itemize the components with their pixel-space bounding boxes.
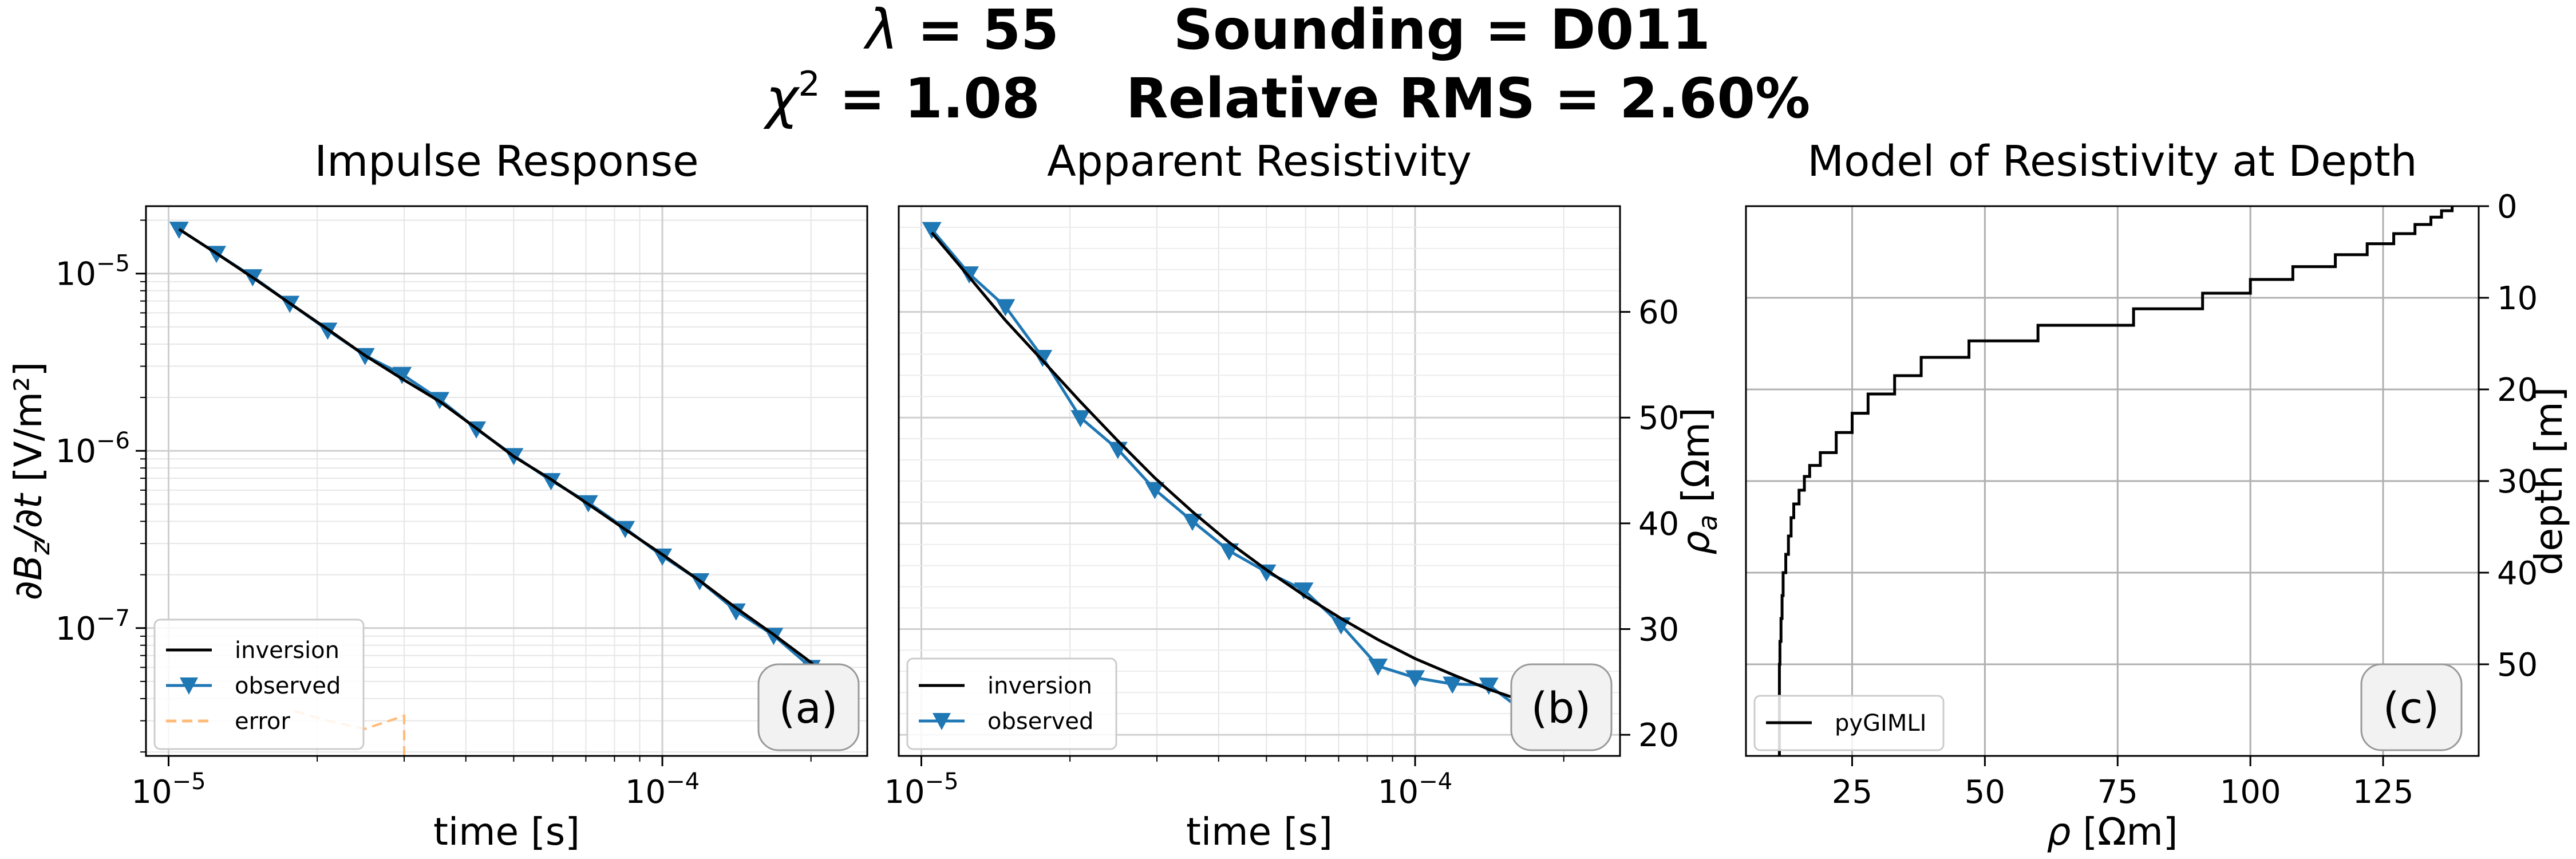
observed-point	[1183, 514, 1203, 531]
y-tick-label: 30	[2497, 463, 2538, 501]
panel-c-ticks: 25 50 75 100 125 0 10 20 30 40 50	[1832, 188, 2538, 811]
x-tick-label: 10−5	[884, 769, 958, 811]
inversion-line	[930, 231, 1594, 726]
observed-point	[1443, 676, 1463, 694]
panel-a-label-box: (a)	[757, 663, 860, 751]
panel-c-series	[1777, 206, 2454, 756]
panel-b-ylabel: ρa [Ωm]	[1674, 407, 1723, 554]
observed-point	[1294, 582, 1314, 600]
x-tick-label: 25	[1832, 774, 1872, 811]
error-line	[294, 710, 406, 756]
panel-c-letter: (c)	[2383, 684, 2439, 733]
inversion-line	[178, 228, 842, 692]
observed-point	[1070, 410, 1091, 428]
panel-b-frame	[898, 205, 1621, 757]
panel-a-frame	[145, 205, 868, 757]
y-tick-label: 10−5	[56, 251, 130, 293]
y-tick-label: 20	[2497, 372, 2538, 409]
legend-c-pygimli: pyGIMLI	[1835, 710, 1926, 736]
panel-b-label-box: (b)	[1510, 663, 1613, 751]
legend-b-observed: observed	[987, 708, 1093, 735]
sounding-label: Sounding	[1174, 0, 1465, 62]
legend-b-inversion: inversion	[987, 673, 1092, 699]
panel-c-title: Model of Resistivity at Depth	[1807, 137, 2417, 186]
observed-point	[1405, 670, 1425, 688]
lambda-value: 55	[982, 0, 1059, 62]
legend-observed-marker	[180, 677, 198, 695]
lambda-symbol: λ	[863, 0, 898, 62]
panel-impulse-response: Impulse Response 10−5 10−4 10−5 10−6 10−7 ti…	[6, 137, 868, 854]
observed-point	[922, 222, 942, 239]
panel-b-xlabel: time [s]	[1186, 810, 1333, 854]
y-tick-label: 10	[2497, 280, 2538, 317]
panel-model-depth: Model of Resistivity at Depth 25 50 75 100 1…	[1745, 137, 2571, 854]
chi-value: 1.08	[904, 66, 1040, 131]
panel-c-legend: pyGIMLI	[1753, 695, 1945, 751]
y-tick-label: 40	[1638, 506, 1679, 543]
x-tick-label: 10−5	[131, 769, 206, 811]
observed-point	[995, 299, 1016, 317]
y-tick-label: 30	[1638, 611, 1679, 648]
x-tick-label: 75	[2097, 774, 2138, 811]
chi-superscript: 2	[798, 64, 820, 104]
panel-b-ticks: 10−5 10−4 20 30 40 50 60	[884, 294, 1679, 811]
panel-c-ylabel: depth [m]	[2527, 387, 2571, 576]
y-tick-label: 10−7	[56, 605, 130, 648]
observed-point	[1145, 482, 1165, 499]
panel-a-ticks: 10−5 10−4 10−5 10−6 10−7	[56, 219, 812, 811]
legend-a-error: error	[235, 708, 290, 735]
panel-a-xlabel: time [s]	[433, 810, 580, 854]
y-tick-label: 60	[1638, 294, 1679, 332]
panel-b-legend: inversion observed	[906, 657, 1117, 750]
sounding-value: D011	[1550, 0, 1710, 62]
x-tick-label: 100	[2220, 774, 2281, 811]
y-tick-label: 10−6	[56, 428, 130, 470]
observed-point	[726, 603, 746, 621]
panel-c-xlabel: ρ [Ωm]	[2046, 810, 2178, 854]
rms-value: 2.60%	[1619, 66, 1810, 131]
observed-point	[1368, 659, 1388, 676]
observed-point	[1257, 564, 1277, 582]
panel-a-title: Impulse Response	[314, 137, 698, 186]
legend-a-inversion: inversion	[235, 637, 339, 664]
pygimli-step-line	[1777, 206, 2454, 756]
x-tick-label: 50	[1965, 774, 2005, 811]
panel-c-label-box: (c)	[2360, 663, 2463, 751]
chi-symbol: χ	[763, 66, 800, 131]
observed-point	[1479, 677, 1499, 695]
x-tick-label: 10−4	[625, 769, 700, 811]
x-tick-label: 125	[2353, 774, 2414, 811]
legend-b-observed-marker	[933, 713, 951, 730]
x-tick-label: 10−4	[1378, 769, 1452, 811]
suptitle-line-1: λ = 55 Sounding = D011	[863, 0, 1710, 62]
y-tick-label: 50	[1638, 400, 1679, 437]
y-tick-label: 40	[2497, 555, 2538, 592]
y-tick-label: 50	[2497, 647, 2538, 684]
panel-a-letter: (a)	[779, 684, 837, 733]
panel-b-letter: (b)	[1531, 684, 1591, 733]
panel-a-series	[169, 222, 851, 756]
panel-b-grid	[899, 206, 1620, 756]
legend-a-observed: observed	[235, 673, 341, 699]
rms-label: Relative RMS	[1126, 66, 1535, 131]
panel-apparent-resistivity: Apparent Resistivity 10−5 10−42030405060 …	[884, 137, 1723, 854]
suptitle-line-2: χ2 = 1.08 Relative RMS = 2.60%	[763, 64, 1811, 131]
observed-point	[392, 367, 412, 384]
y-tick-label: 20	[1638, 717, 1679, 754]
panel-b-title: Apparent Resistivity	[1047, 137, 1472, 186]
panel-a-legend: inversion observed error	[153, 618, 365, 750]
y-tick-label: 0	[2497, 188, 2518, 226]
panel-a-ylabel: ∂Bz/∂t [V/m²]	[6, 362, 56, 600]
